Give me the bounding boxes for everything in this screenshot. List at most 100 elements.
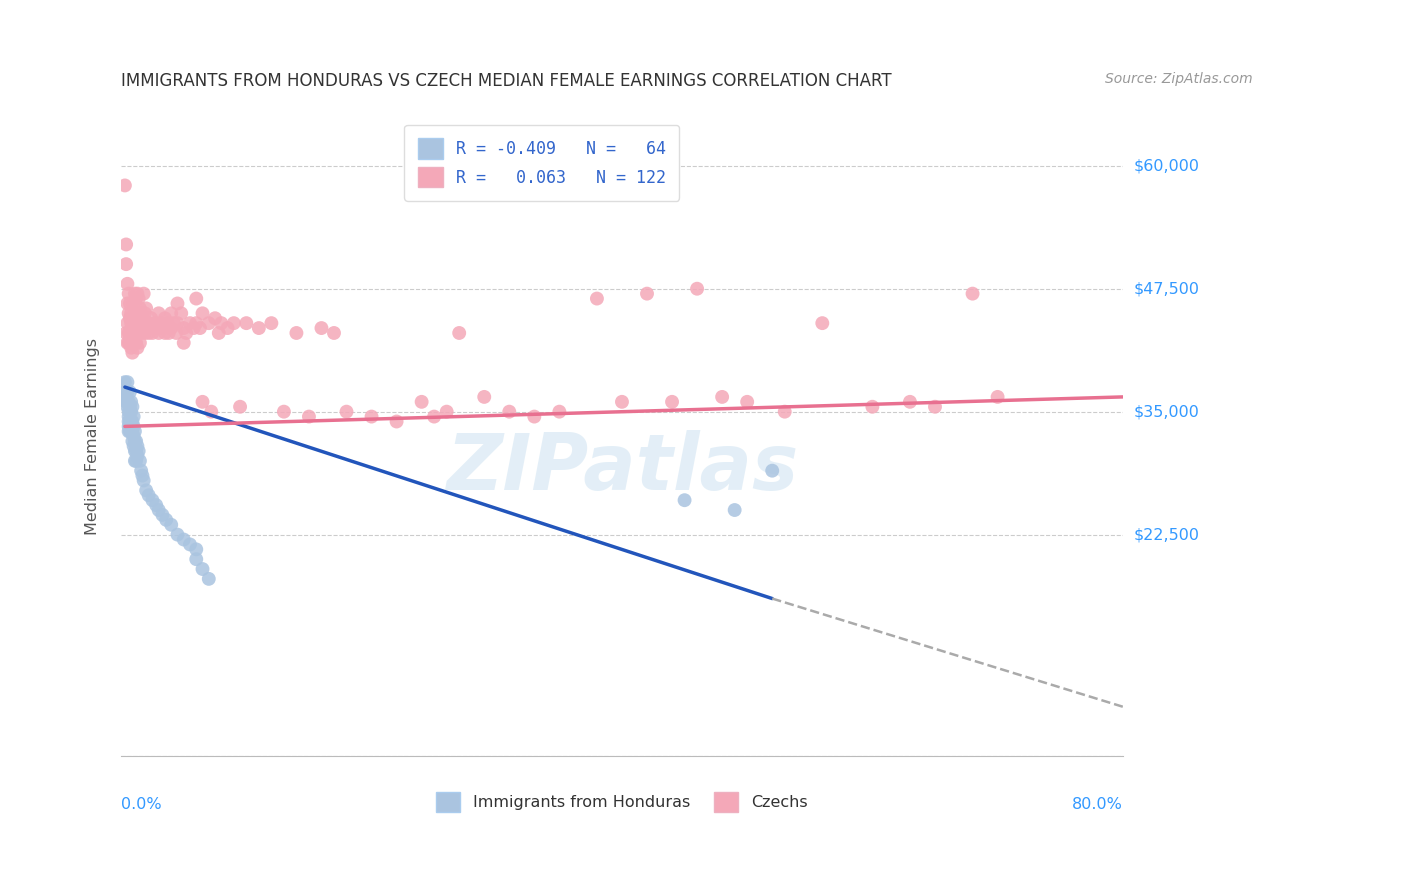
Point <box>117 415 139 429</box>
Point <box>141 311 163 326</box>
Point <box>523 409 546 424</box>
Point <box>117 394 139 409</box>
Point <box>179 316 201 330</box>
Point <box>132 316 155 330</box>
Point <box>125 335 148 350</box>
Point <box>166 527 188 541</box>
Point <box>120 341 142 355</box>
Point <box>724 503 747 517</box>
Point <box>120 316 142 330</box>
Text: $47,500: $47,500 <box>1133 281 1199 296</box>
Point <box>129 464 152 478</box>
Text: 0.0%: 0.0% <box>121 797 162 813</box>
Point <box>208 326 231 340</box>
Point <box>170 306 193 320</box>
Point <box>122 296 145 310</box>
Point <box>150 316 173 330</box>
Point <box>173 335 195 350</box>
Point <box>127 286 149 301</box>
Point <box>124 434 146 449</box>
Point <box>200 405 222 419</box>
Point <box>118 384 141 399</box>
Point <box>152 508 174 522</box>
Point <box>138 316 160 330</box>
Point <box>117 286 139 301</box>
Point <box>191 562 214 576</box>
Point <box>773 405 796 419</box>
Point <box>115 394 138 409</box>
Point <box>115 237 138 252</box>
Point <box>121 321 143 335</box>
Point <box>141 326 163 340</box>
Point <box>131 468 153 483</box>
Point <box>124 425 146 439</box>
Point <box>132 286 155 301</box>
Point <box>120 331 142 345</box>
Y-axis label: Median Female Earnings: Median Female Earnings <box>86 338 100 535</box>
Point <box>127 306 149 320</box>
Point <box>141 493 163 508</box>
Point <box>134 306 156 320</box>
Point <box>449 326 471 340</box>
Point <box>285 326 308 340</box>
Point <box>135 483 157 498</box>
Point <box>124 306 146 320</box>
Point <box>229 400 252 414</box>
Text: 80.0%: 80.0% <box>1071 797 1123 813</box>
Point <box>124 444 146 458</box>
Point <box>247 321 270 335</box>
Point <box>115 326 138 340</box>
Point <box>138 326 160 340</box>
Point <box>156 316 179 330</box>
Point <box>125 306 148 320</box>
Point <box>735 394 758 409</box>
Point <box>131 321 153 335</box>
Point <box>128 316 150 330</box>
Point <box>811 316 834 330</box>
Point <box>117 335 139 350</box>
Point <box>128 444 150 458</box>
Point <box>183 321 205 335</box>
Point <box>186 542 208 557</box>
Point <box>924 400 946 414</box>
Point <box>124 454 146 468</box>
Point <box>121 335 143 350</box>
Point <box>586 292 609 306</box>
Point <box>898 394 921 409</box>
Point <box>436 405 458 419</box>
Point <box>962 286 984 301</box>
Point <box>127 326 149 340</box>
Point <box>118 335 141 350</box>
Point <box>661 394 683 409</box>
Point <box>166 316 188 330</box>
Point <box>124 286 146 301</box>
Point <box>188 321 211 335</box>
Point <box>129 306 152 320</box>
Point <box>134 326 156 340</box>
Point <box>311 321 333 335</box>
Point <box>273 405 295 419</box>
Point <box>129 326 152 340</box>
Point <box>186 316 208 330</box>
Point <box>145 498 167 512</box>
Point <box>148 503 170 517</box>
Point <box>117 384 139 399</box>
Point <box>711 390 734 404</box>
Point <box>636 286 658 301</box>
Point <box>118 419 141 434</box>
Point <box>204 311 226 326</box>
Point <box>122 429 145 443</box>
Point <box>160 321 183 335</box>
Point <box>186 292 208 306</box>
Point <box>160 517 183 532</box>
Point <box>186 552 208 566</box>
Point <box>157 326 180 340</box>
Point <box>122 316 145 330</box>
Text: Source: ZipAtlas.com: Source: ZipAtlas.com <box>1105 72 1253 86</box>
Point <box>118 415 141 429</box>
Point <box>761 464 783 478</box>
Point <box>120 306 142 320</box>
Point <box>129 316 152 330</box>
Point <box>121 311 143 326</box>
Point <box>121 434 143 449</box>
